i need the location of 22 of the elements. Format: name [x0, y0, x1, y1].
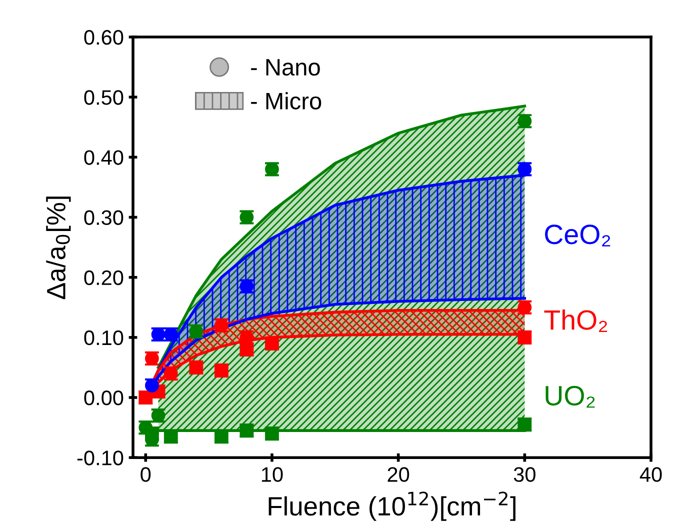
annotation: - Micro	[251, 92, 322, 110]
point	[138, 390, 153, 404]
text: UO₂	[546, 386, 595, 408]
y-tick-label: 0.50	[84, 90, 124, 105]
series-label: ThO₂	[544, 309, 608, 332]
x-tick-label: 10	[262, 467, 283, 482]
y-tick-label: 0.20	[84, 270, 124, 286]
y-axis-title: Δa/a$_{0}$[%]	[46, 196, 71, 300]
x-tick-label: 40	[640, 467, 662, 482]
series-label: CeO₂	[545, 224, 610, 246]
y-tick-label: 0.40	[84, 150, 124, 165]
y-tick-label: -0.10	[77, 450, 124, 466]
annotation: - Nano	[251, 59, 320, 76]
y-tick-label: 0.10	[84, 330, 124, 346]
x-tick-label: 20	[388, 467, 410, 482]
y-tick-label: 0.60	[84, 30, 124, 45]
x-tick-label: 0	[140, 467, 151, 482]
y-tick-label: 0.00	[84, 390, 124, 406]
y-tick-label: 0.30	[84, 210, 124, 226]
point	[145, 378, 159, 392]
x-axis-title: Fluence (10$^{12}$)[cm$^{−2}$]	[268, 492, 516, 521]
x-tick-label: 30	[514, 467, 536, 482]
